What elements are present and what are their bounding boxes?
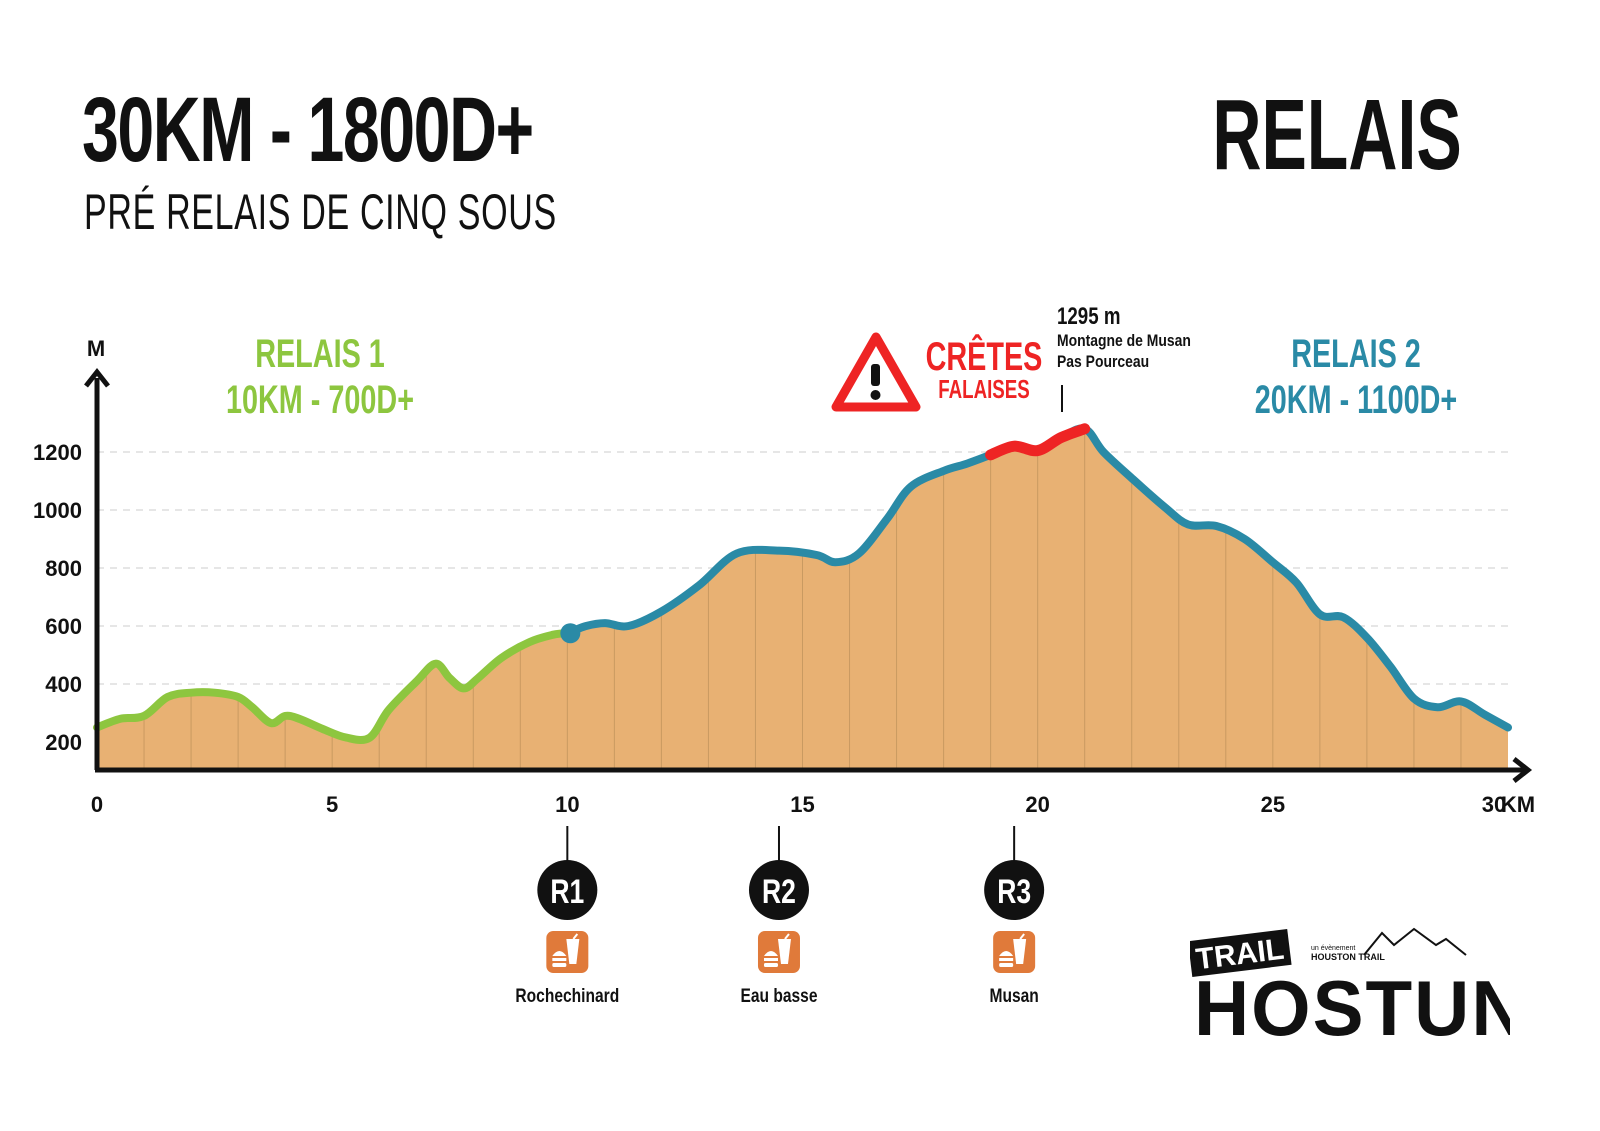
y-tick-label: 1000 [33,498,82,523]
x-tick-label: 15 [790,792,814,817]
aid-station-code: R2 [762,873,796,911]
relay1-line [93,629,572,745]
aid-station-badge [537,860,598,920]
y-axis-label: M [87,336,105,361]
danger-title: CRÊTES [926,333,1043,379]
mode-title: RELAIS [1212,79,1462,191]
relay2-title: RELAIS 2 [1291,331,1421,376]
aid-station-badge [748,860,809,920]
summit-altitude: 1295 m [1057,303,1120,330]
summit-name-1: Montagne de Musan [1057,332,1191,351]
y-axis-arrow [84,367,110,388]
aid-station-r2: R2 Eau basse [740,826,818,1007]
logo-graphic: TRAIL un évènement HOUSTON TRAIL HOSTUN [1187,927,1527,1052]
page-subtitle: PRÉ RELAIS DE CINQ SOUS [84,184,557,240]
logo-tagline-2: HOUSTON TRAIL [1311,952,1385,962]
danger-line [985,423,1091,461]
x-tick-label: 20 [1025,792,1049,817]
food-drink-icon [757,931,800,973]
logo-main-text: HOSTUN [1194,965,1510,1045]
food-drink-icon [993,931,1036,973]
food-drink-icon [546,931,589,973]
x-axis-arrow [1512,757,1533,783]
y-tick-label: 1200 [33,440,82,465]
x-tick-label: 25 [1261,792,1285,817]
y-tick-labels: 200 400 600 800 1000 1200 [33,440,82,755]
summit-name-2: Pas Pourceau [1057,353,1149,372]
y-tick-label: 200 [45,730,82,755]
relay-handoff-marker [560,623,581,644]
warning-icon [831,332,921,412]
y-tick-label: 800 [45,556,82,581]
aid-station-r1: R1 Rochechinard [515,826,619,1006]
aid-station-code: R3 [997,873,1031,911]
trail-hostun-logo: TRAIL un évènement HOUSTON TRAIL HOSTUN [1187,925,1527,1052]
aid-station-code: R1 [550,873,584,911]
relay1-title: RELAIS 1 [255,331,385,376]
relay2-stats: 20KM - 1100D+ [1255,377,1457,422]
aid-station-r3: R3 Musan [984,826,1045,1007]
x-tick-label: 30 [1482,792,1506,817]
x-tick-label: 10 [555,792,579,817]
aid-station-name: Musan [989,985,1038,1007]
x-tick-label: 5 [326,792,338,817]
page-title: 30KM - 1800D+ [82,79,534,181]
aid-station-badge [984,860,1045,920]
danger-subtitle: FALAISES [938,374,1029,404]
logo-tagline-1: un évènement [1311,945,1355,952]
aid-stations: R1 Rochechinard R2 Eau basse R3 Musan [515,826,1045,1007]
x-tick-labels: 0 5 10 15 20 25 30 [91,792,1506,817]
aid-station-name: Eau basse [740,985,817,1007]
y-tick-label: 400 [45,672,82,697]
relay1-stats: 10KM - 700D+ [226,377,414,422]
aid-station-name: Rochechinard [515,985,619,1007]
x-axis-label: KM [1501,792,1535,817]
y-tick-label: 600 [45,614,82,639]
x-tick-label: 0 [91,792,103,817]
